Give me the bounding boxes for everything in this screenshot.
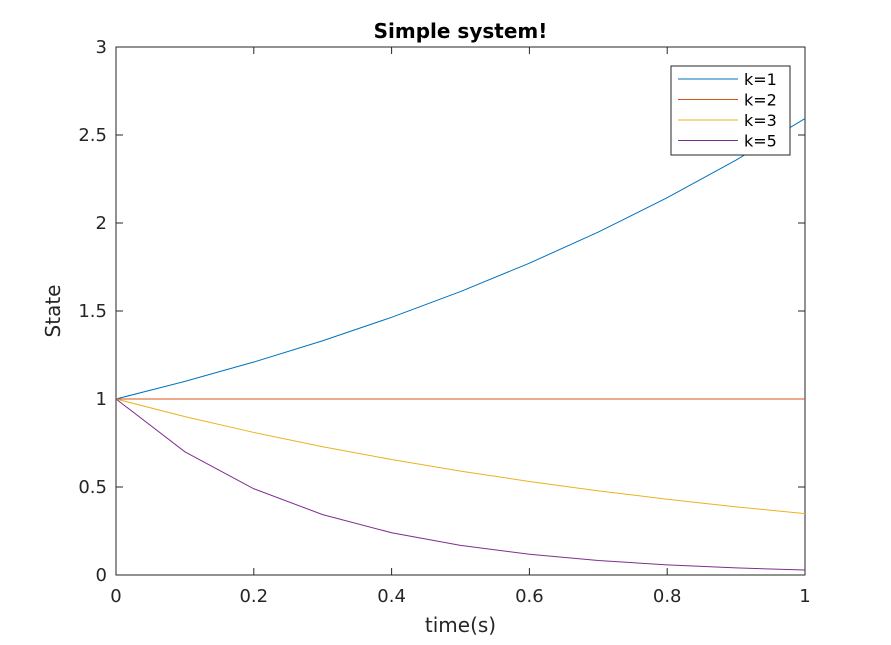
x-tick-label: 0.2 — [239, 586, 268, 607]
x-tick-label: 0.8 — [653, 586, 682, 607]
y-tick-label: 0.5 — [78, 477, 107, 498]
legend-label: k=2 — [744, 91, 777, 110]
y-axis: 0 0.5 1 1.5 2 2.5 3 — [78, 37, 805, 586]
x-tick-label: 0.4 — [377, 586, 406, 607]
y-tick-label: 3 — [96, 37, 107, 58]
series-line-k-1 — [115, 118, 806, 400]
x-tick-label: 0 — [110, 586, 121, 607]
legend: k=1 k=2k=3 k=5 — [670, 65, 791, 156]
y-axis-title: State — [41, 285, 65, 338]
legend-label: k=5 — [744, 132, 777, 151]
series-line-k-3 — [115, 398, 806, 515]
x-axis: 0 0.2 0.4 0.6 0.8 1 — [110, 47, 811, 607]
x-tick-label: 1 — [799, 586, 810, 607]
x-axis-title: time(s) — [425, 613, 496, 637]
series-line-k-5 — [115, 398, 806, 571]
series-group — [115, 118, 806, 571]
legend-label: k=1 — [744, 70, 777, 89]
y-tick-label: 0 — [96, 565, 107, 586]
y-tick-label: 2.5 — [78, 125, 107, 146]
chart-title: Simple system! — [374, 19, 548, 43]
legend-label: k=3 — [744, 111, 777, 130]
x-tick-label: 0.6 — [515, 586, 544, 607]
y-tick-label: 1 — [96, 389, 107, 410]
y-tick-label: 2 — [96, 213, 107, 234]
y-tick-label: 1.5 — [78, 301, 107, 322]
